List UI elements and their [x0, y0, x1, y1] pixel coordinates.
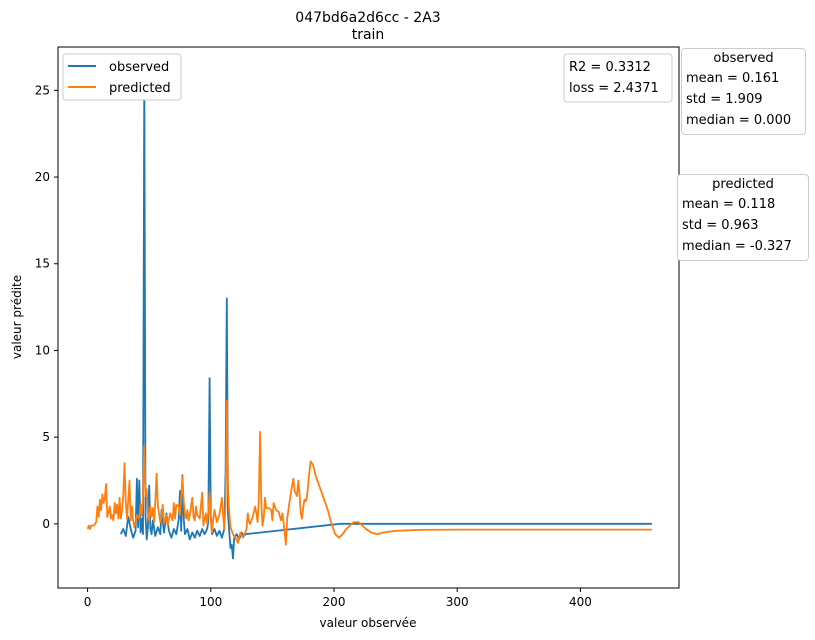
legend: observed predicted	[62, 53, 182, 101]
predicted-stats-title: predicted	[712, 177, 774, 192]
chart-title: 047bd6a2d6cc - 2A3	[295, 10, 440, 26]
predicted-stats-mean: mean = 0.118	[682, 197, 776, 212]
y-tick-label: 5	[42, 430, 50, 444]
y-tick-label: 15	[35, 257, 50, 271]
x-tick-label: 0	[84, 595, 92, 609]
x-tick-label: 100	[199, 595, 222, 609]
metrics-box: R2 = 0.3312 loss = 2.4371	[563, 53, 673, 103]
legend-observed-label: observed	[109, 60, 169, 75]
legend-predicted-label: predicted	[109, 81, 171, 96]
plot-frame	[57, 46, 680, 589]
x-axis-label: valeur observée	[320, 616, 417, 630]
x-tick-label: 300	[446, 595, 469, 609]
y-axis-label: valeur prédite	[10, 275, 24, 359]
predicted-stats-box: predicted mean = 0.118 std = 0.963 media…	[677, 174, 809, 261]
observed-stats-std: std = 1.909	[686, 92, 763, 107]
observed-stats-box: observed mean = 0.161 std = 1.909 median…	[681, 48, 806, 135]
observed-stats-title: observed	[713, 51, 774, 66]
y-tick-label: 20	[35, 170, 50, 184]
chart-subtitle: train	[352, 27, 385, 43]
predicted-stats-std: std = 0.963	[682, 218, 759, 233]
series-line-observed	[119, 68, 652, 560]
y-tick-label: 10	[35, 343, 50, 357]
y-tick-label: 0	[42, 517, 50, 531]
series-line-predicted	[86, 399, 652, 546]
predicted-stats-median: median = -0.327	[682, 239, 792, 254]
x-tick-label: 200	[323, 595, 346, 609]
observed-stats-median: median = 0.000	[686, 113, 792, 128]
plot-area	[86, 68, 652, 560]
x-tick-label: 400	[569, 595, 592, 609]
y-tick-label: 25	[35, 83, 50, 97]
observed-stats-mean: mean = 0.161	[686, 71, 780, 86]
metric-r2: R2 = 0.3312	[569, 60, 651, 75]
metric-loss: loss = 2.4371	[569, 81, 659, 96]
